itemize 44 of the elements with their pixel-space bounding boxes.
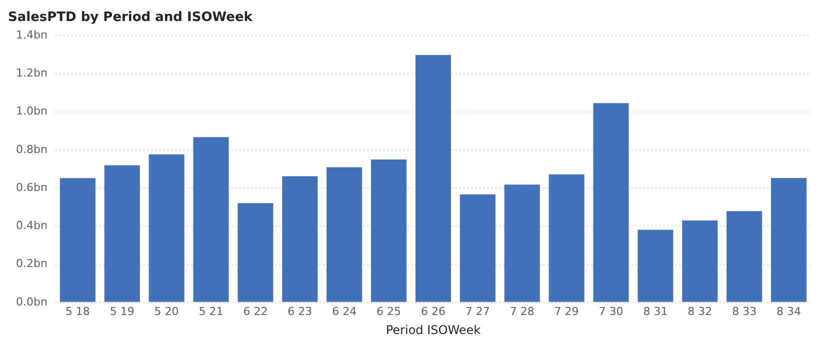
bar [460, 194, 496, 302]
x-tick-label: 6 23 [288, 304, 312, 318]
y-tick-label: 0.0bn [16, 295, 48, 308]
x-tick-label: 8 31 [643, 304, 668, 318]
y-tick-label: 1.0bn [16, 104, 48, 118]
y-tick-label: 0.2bn [16, 257, 48, 270]
x-tick-label: 5 18 [65, 304, 90, 318]
bar [282, 176, 318, 302]
bar [726, 211, 762, 302]
chart-title: SalesPTD by Period and ISOWeek [8, 10, 253, 26]
y-tick-label: 0.6bn [16, 180, 48, 194]
x-axis-title: Period ISOWeek [386, 322, 481, 337]
bar [60, 178, 96, 302]
x-tick-label: 7 27 [465, 304, 490, 318]
x-tick-label: 6 22 [243, 304, 268, 318]
x-tick-label: 8 32 [688, 304, 712, 318]
bar [326, 167, 362, 302]
bar [193, 137, 229, 302]
x-tick-label: 7 30 [598, 304, 624, 318]
bar [771, 178, 807, 302]
x-tick-label: 7 29 [554, 304, 579, 318]
bar [104, 165, 140, 302]
bar [504, 184, 540, 302]
x-tick-label: 7 28 [510, 304, 534, 318]
bar [238, 203, 274, 302]
x-tick-label: 6 25 [376, 304, 402, 318]
x-tick-label: 6 24 [332, 304, 357, 318]
x-tick-label: 6 26 [420, 304, 446, 318]
x-tick-label: 5 20 [154, 304, 179, 318]
y-tick-label: 0.4bn [16, 219, 48, 232]
bar [593, 103, 629, 302]
x-tick-label: 8 33 [732, 304, 757, 318]
y-tick-label: 1.2bn [16, 66, 48, 80]
x-tick-label: 5 19 [110, 304, 134, 318]
bar [638, 230, 674, 302]
x-tick-label: 8 34 [776, 304, 802, 318]
bar [548, 174, 584, 302]
x-tick-label: 5 21 [198, 304, 224, 318]
bar [371, 159, 407, 302]
bar [682, 220, 718, 302]
y-tick-label: 0.8bn [16, 142, 48, 156]
y-tick-label: 1.4bn [16, 28, 48, 42]
bar [415, 55, 451, 302]
bar [148, 154, 184, 302]
